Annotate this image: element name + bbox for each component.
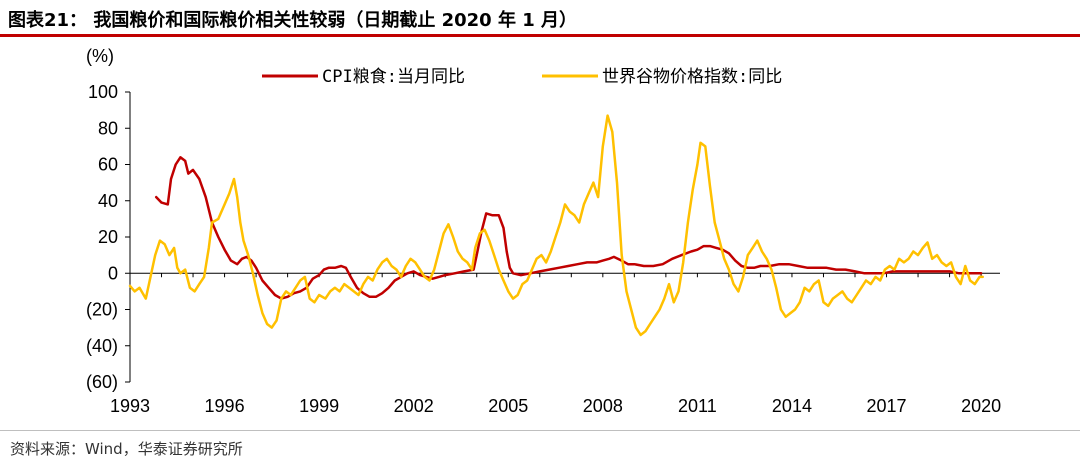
y-tick-label: 0 — [108, 263, 118, 283]
source-note: 资料来源：Wind，华泰证券研究所 — [10, 440, 243, 458]
x-tick-label: 1999 — [299, 396, 339, 416]
line-chart: (%) CPI粮食:当月同比 世界谷物价格指数:同比 (60) (40) (20) 0… — [86, 46, 1001, 416]
y-unit-label: (%) — [86, 46, 114, 66]
x-tick-label: 2017 — [866, 396, 906, 416]
x-tick-label: 2005 — [488, 396, 528, 416]
x-tick-label: 2011 — [678, 396, 717, 416]
y-axis: (60) (40) (20) 0 20 40 60 80 100 — [86, 82, 131, 392]
y-tick-label: (60) — [86, 372, 118, 392]
series-line-1 — [128, 114, 984, 337]
x-axis: 1993 1996 1999 2002 2005 2008 2011 2014 2017 2020 — [110, 272, 1001, 416]
figure-title: 图表21： 我国粮价和国际粮价相关性较弱（日期截止 2020 年 1 月） — [8, 10, 578, 31]
source-rule — [0, 430, 1080, 431]
y-tick-label: (40) — [86, 336, 118, 356]
x-tick-label: 2020 — [961, 396, 1001, 416]
x-tick-label: 1993 — [110, 396, 150, 416]
y-tick-label: 100 — [88, 82, 118, 102]
title-rule — [0, 34, 1080, 37]
y-tick-label: 40 — [98, 191, 118, 211]
x-tick-label: 2008 — [583, 396, 623, 416]
x-tick-label: 1996 — [205, 396, 245, 416]
y-tick-label: 60 — [98, 155, 118, 175]
x-tick-label: 2002 — [394, 396, 434, 416]
y-tick-label: (20) — [86, 300, 118, 320]
chart-area: (%) CPI粮食:当月同比 世界谷物价格指数:同比 (60) (40) (20) 0… — [0, 38, 1080, 428]
legend-label-world-grain: 世界谷物价格指数:同比 — [602, 67, 782, 87]
x-tick-label: 2014 — [772, 396, 812, 416]
series-layer — [128, 114, 984, 337]
legend: CPI粮食:当月同比 世界谷物价格指数:同比 — [262, 67, 782, 87]
legend-label-cpi: CPI粮食:当月同比 — [322, 67, 465, 87]
series-line-0 — [154, 156, 983, 300]
y-tick-label: 80 — [98, 118, 118, 138]
y-tick-label: 20 — [98, 227, 118, 247]
